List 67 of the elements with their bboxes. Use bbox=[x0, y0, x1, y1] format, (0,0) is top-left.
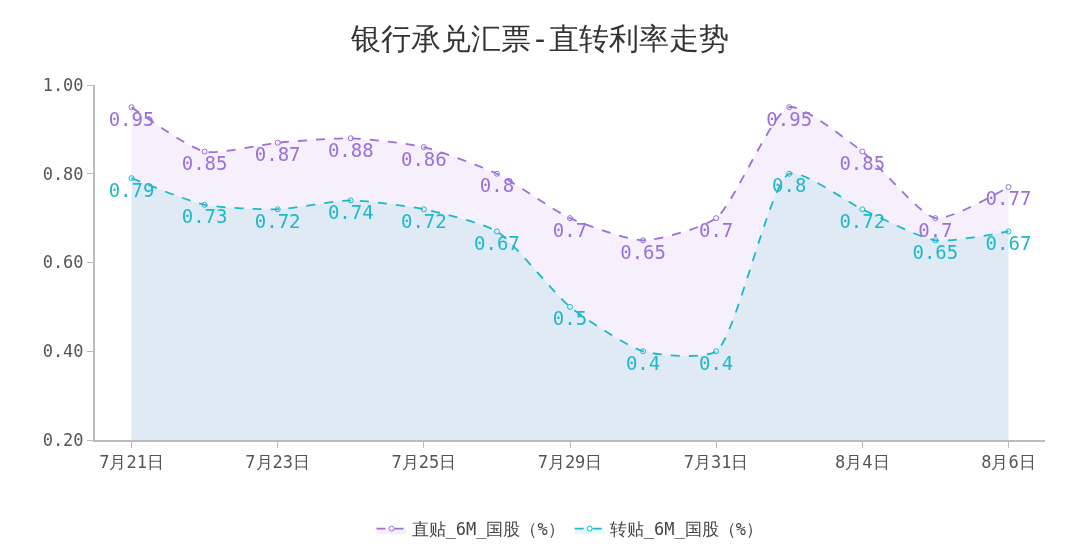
point bbox=[1005, 228, 1012, 235]
data-label: 0.73 bbox=[181, 205, 228, 228]
point bbox=[347, 135, 354, 142]
point bbox=[786, 104, 793, 111]
data-label: 0.67 bbox=[985, 231, 1032, 254]
y-tick-label: 0.60 bbox=[42, 252, 84, 273]
data-label: 0.77 bbox=[985, 187, 1032, 210]
point bbox=[420, 144, 427, 151]
point bbox=[274, 206, 281, 213]
point bbox=[347, 197, 354, 204]
x-tick-label: 7月25日 bbox=[391, 452, 457, 473]
data-label: 0.65 bbox=[912, 240, 959, 263]
point bbox=[420, 206, 427, 213]
data-label: 0.4 bbox=[698, 351, 734, 374]
y-tick-label: 1.00 bbox=[42, 74, 84, 95]
y-tick-label: 0.80 bbox=[42, 163, 84, 184]
point bbox=[128, 175, 135, 182]
data-label: 0.95 bbox=[108, 107, 155, 130]
x-tick-label: 7月31日 bbox=[683, 452, 749, 473]
chart-title: 银行承兑汇票-直转利率走势 bbox=[349, 20, 730, 56]
data-label: 0.79 bbox=[108, 178, 155, 201]
point bbox=[1005, 184, 1012, 191]
x-tick-label: 7月23日 bbox=[245, 452, 311, 473]
legend-label: 转贴_6M_国股（%） bbox=[609, 519, 763, 540]
data-label: 0.7 bbox=[698, 218, 734, 241]
point bbox=[493, 170, 500, 177]
data-label: 0.65 bbox=[620, 240, 666, 263]
point bbox=[713, 215, 720, 222]
data-label: 0.8 bbox=[479, 174, 515, 197]
x-tick-label: 7月21日 bbox=[99, 452, 164, 473]
point bbox=[128, 104, 135, 111]
data-label: 0.72 bbox=[400, 209, 447, 232]
y-tick-label: 0.20 bbox=[42, 429, 84, 450]
data-label: 0.87 bbox=[254, 143, 301, 166]
point bbox=[493, 228, 500, 235]
data-label: 0.67 bbox=[474, 231, 520, 254]
data-label: 0.85 bbox=[181, 151, 228, 174]
data-label: 0.88 bbox=[327, 138, 374, 161]
y-tick-label: 0.40 bbox=[42, 341, 84, 362]
point bbox=[932, 215, 939, 222]
data-label: 0.74 bbox=[327, 200, 374, 223]
point bbox=[713, 348, 720, 355]
point bbox=[201, 201, 208, 208]
point bbox=[640, 348, 647, 355]
point bbox=[567, 303, 573, 310]
point bbox=[201, 148, 208, 155]
point bbox=[567, 215, 573, 222]
x-tick-label: 7月29日 bbox=[537, 452, 603, 473]
data-label: 0.4 bbox=[625, 351, 661, 374]
data-label: 0.8 bbox=[772, 174, 807, 197]
data-label: 0.72 bbox=[254, 209, 301, 232]
x-tick-label: 8月4日 bbox=[835, 452, 890, 473]
point bbox=[859, 148, 866, 155]
data-label: 0.7 bbox=[918, 218, 953, 241]
point bbox=[640, 237, 647, 244]
data-label: 0.86 bbox=[400, 147, 447, 170]
data-label: 0.7 bbox=[552, 218, 588, 241]
point bbox=[859, 206, 866, 213]
legend-label: 直贴_6M_国股（%） bbox=[411, 519, 565, 540]
point bbox=[932, 237, 939, 244]
data-label: 0.72 bbox=[839, 209, 886, 232]
data-label: 0.85 bbox=[839, 151, 886, 174]
data-label: 0.95 bbox=[766, 107, 813, 130]
data-label: 0.5 bbox=[552, 307, 588, 330]
point bbox=[274, 139, 281, 146]
point bbox=[786, 170, 793, 177]
x-tick-label: 8月6日 bbox=[981, 452, 1036, 473]
